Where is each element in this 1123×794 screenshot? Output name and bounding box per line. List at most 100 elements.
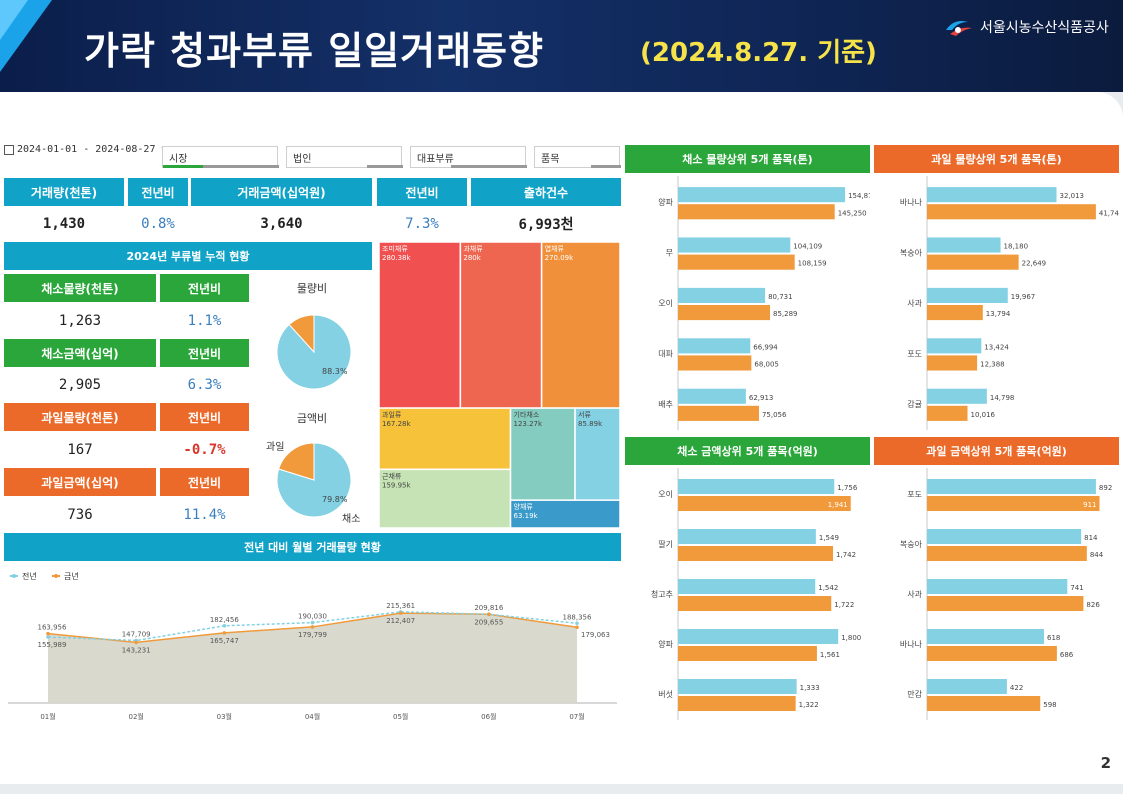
bar-group: 복숭아 18,180 22,649 xyxy=(900,237,1046,270)
prev-data-label: 188,356 xyxy=(563,613,592,621)
category-label: 오이 xyxy=(658,298,673,308)
curr-data-label: 179,063 xyxy=(581,631,610,639)
bar-prev xyxy=(678,679,797,694)
amount-yoy-value: 7.3% xyxy=(405,216,439,232)
bar-group: 사과 741 826 xyxy=(907,579,1100,611)
category-filter[interactable]: 대표부류 xyxy=(410,146,527,168)
series-curr-point xyxy=(575,625,579,630)
bar-value-label: 598 xyxy=(1043,701,1056,709)
fruit-volume-value: 167 xyxy=(67,442,93,458)
curr-data-label: 209,655 xyxy=(474,618,503,626)
bar-value-label: 844 xyxy=(1090,551,1104,559)
bar-prev xyxy=(678,338,751,354)
corporation-filter[interactable]: 법인 xyxy=(286,146,403,168)
bar-value-label: 1,333 xyxy=(800,684,820,692)
bar-value-label: 14,798 xyxy=(990,394,1015,402)
bar-group: 만감 422 598 xyxy=(907,679,1057,711)
category-label: 포도 xyxy=(907,490,922,499)
series-prev-point xyxy=(575,621,579,626)
treemap-value: 63.19k xyxy=(514,512,539,520)
category-label: 배추 xyxy=(658,400,673,409)
bar-value-label: 66,994 xyxy=(753,343,778,351)
bar-value-label: 145,250 xyxy=(838,209,867,217)
veg-volume-top5-header: 채소 물량상위 5개 품목(톤) xyxy=(625,145,870,173)
corporation-filter-bar xyxy=(367,165,403,168)
bar-curr xyxy=(678,204,835,220)
bar-value-label: 68,005 xyxy=(754,361,779,369)
bar-curr xyxy=(678,405,759,421)
bar-value-label: 1,756 xyxy=(837,484,858,492)
veg-amount-top5-header: 채소 금액상위 5개 품목(억원) xyxy=(625,437,870,465)
veg-volume-value: 1,263 xyxy=(58,313,102,329)
bar-prev xyxy=(678,529,816,544)
bar-prev xyxy=(678,237,791,253)
x-tick-label: 02월 xyxy=(128,712,143,721)
bar-group: 오이 1,756 1,941 xyxy=(658,479,858,511)
category-label: 딸기 xyxy=(658,539,673,549)
market-filter[interactable]: 시장 xyxy=(162,146,279,168)
bar-value-label: 18,180 xyxy=(1004,243,1029,251)
bar-value-label: 104,109 xyxy=(793,243,822,251)
bar-curr xyxy=(927,696,1041,711)
bar-curr xyxy=(927,596,1084,611)
treemap-value: 280.38k xyxy=(382,254,411,262)
veg-amount-value: 2,905 xyxy=(58,377,102,393)
treemap-rect xyxy=(574,407,620,501)
market-filter-remaining-bar xyxy=(203,165,279,168)
amount-yoy-header: 전년비 xyxy=(377,178,467,206)
bar-curr xyxy=(678,355,752,371)
cumulative-title: 2024년 부류별 누적 현황 xyxy=(4,242,372,270)
treemap-label: 과채류 xyxy=(463,244,483,253)
header-banner: 가락 청과부류 일일거래동향 (2024.8.27. 기준) 서울시농수산식품공… xyxy=(0,0,1123,92)
bar-curr xyxy=(678,646,817,661)
bar-value-label: 85,289 xyxy=(773,310,798,318)
shipments-value: 6,993천 xyxy=(518,217,574,233)
x-tick-label: 04월 xyxy=(305,712,320,721)
fruit-volume-top5-header: 과일 물량상위 5개 품목(톤) xyxy=(874,145,1119,173)
category-label: 사과 xyxy=(907,590,922,599)
category-label: 대파 xyxy=(658,349,673,358)
bar-prev xyxy=(927,529,1082,544)
bar-value-label: 1,742 xyxy=(836,551,856,559)
bar-value-label: 1,549 xyxy=(819,534,839,542)
bar-group: 바나나 618 686 xyxy=(900,629,1074,661)
item-filter[interactable]: 품목 xyxy=(534,146,621,168)
treemap-rect xyxy=(379,407,512,471)
page-number: 2 xyxy=(1100,754,1111,772)
treemap-label: 엽채류 xyxy=(545,244,565,253)
volume-yoy-value: 0.8% xyxy=(141,216,175,232)
category-label: 청고추 xyxy=(651,590,673,599)
treemap-label: 양채류 xyxy=(514,502,534,511)
series-curr-point xyxy=(134,640,138,645)
series-prev-point xyxy=(222,624,227,628)
bar-value-label: 814 xyxy=(1084,534,1098,542)
pie-slice-fruit xyxy=(288,314,315,354)
category-label: 복숭아 xyxy=(900,539,923,549)
x-tick-label: 03월 xyxy=(217,712,232,721)
volume-value: 1,430 xyxy=(42,216,86,232)
series-curr-area xyxy=(48,613,577,703)
treemap-value: 280k xyxy=(463,254,481,262)
bar-value-label: 32,013 xyxy=(1060,192,1085,200)
item-filter-label: 품목 xyxy=(541,154,560,165)
prev-data-label: 147,709 xyxy=(122,631,151,639)
treemap-label: 조미채류 xyxy=(382,244,408,253)
bar-value-label: 618 xyxy=(1047,634,1060,642)
date-range-picker[interactable]: 2024-01-01 - 2024-08-27 ▼ xyxy=(4,144,166,155)
amount-pie-title: 금액비 xyxy=(296,412,328,425)
category-label: 사과 xyxy=(907,299,922,308)
fruit-volume-top5-bar-chart: 바나나 32,013 41,745 복숭아 18,180 22,649 사과 19,967 13… xyxy=(900,176,1119,430)
date-range-text: 2024-01-01 - 2024-08-27 xyxy=(17,144,156,155)
bar-curr xyxy=(927,546,1087,561)
bar-group: 감귤 14,798 10,016 xyxy=(907,388,1015,421)
veg-volume-yoy: 1.1% xyxy=(187,313,222,329)
category-filter-bar xyxy=(451,165,527,168)
bar-group: 청고추 1,542 1,722 xyxy=(651,579,854,611)
